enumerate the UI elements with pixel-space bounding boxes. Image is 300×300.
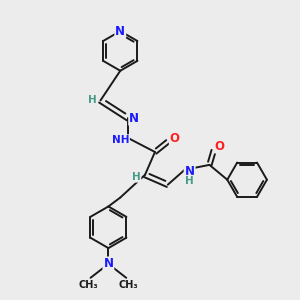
Text: NH: NH — [112, 135, 129, 145]
Text: H: H — [132, 172, 140, 182]
Text: H: H — [185, 176, 194, 186]
Text: CH₃: CH₃ — [79, 280, 98, 290]
Text: O: O — [214, 140, 224, 152]
Text: N: N — [184, 165, 195, 178]
Text: N: N — [115, 25, 125, 38]
Text: H: H — [88, 95, 97, 106]
Text: O: O — [170, 132, 180, 145]
Text: CH₃: CH₃ — [118, 280, 138, 290]
Text: N: N — [129, 112, 139, 125]
Text: N: N — [103, 257, 113, 270]
